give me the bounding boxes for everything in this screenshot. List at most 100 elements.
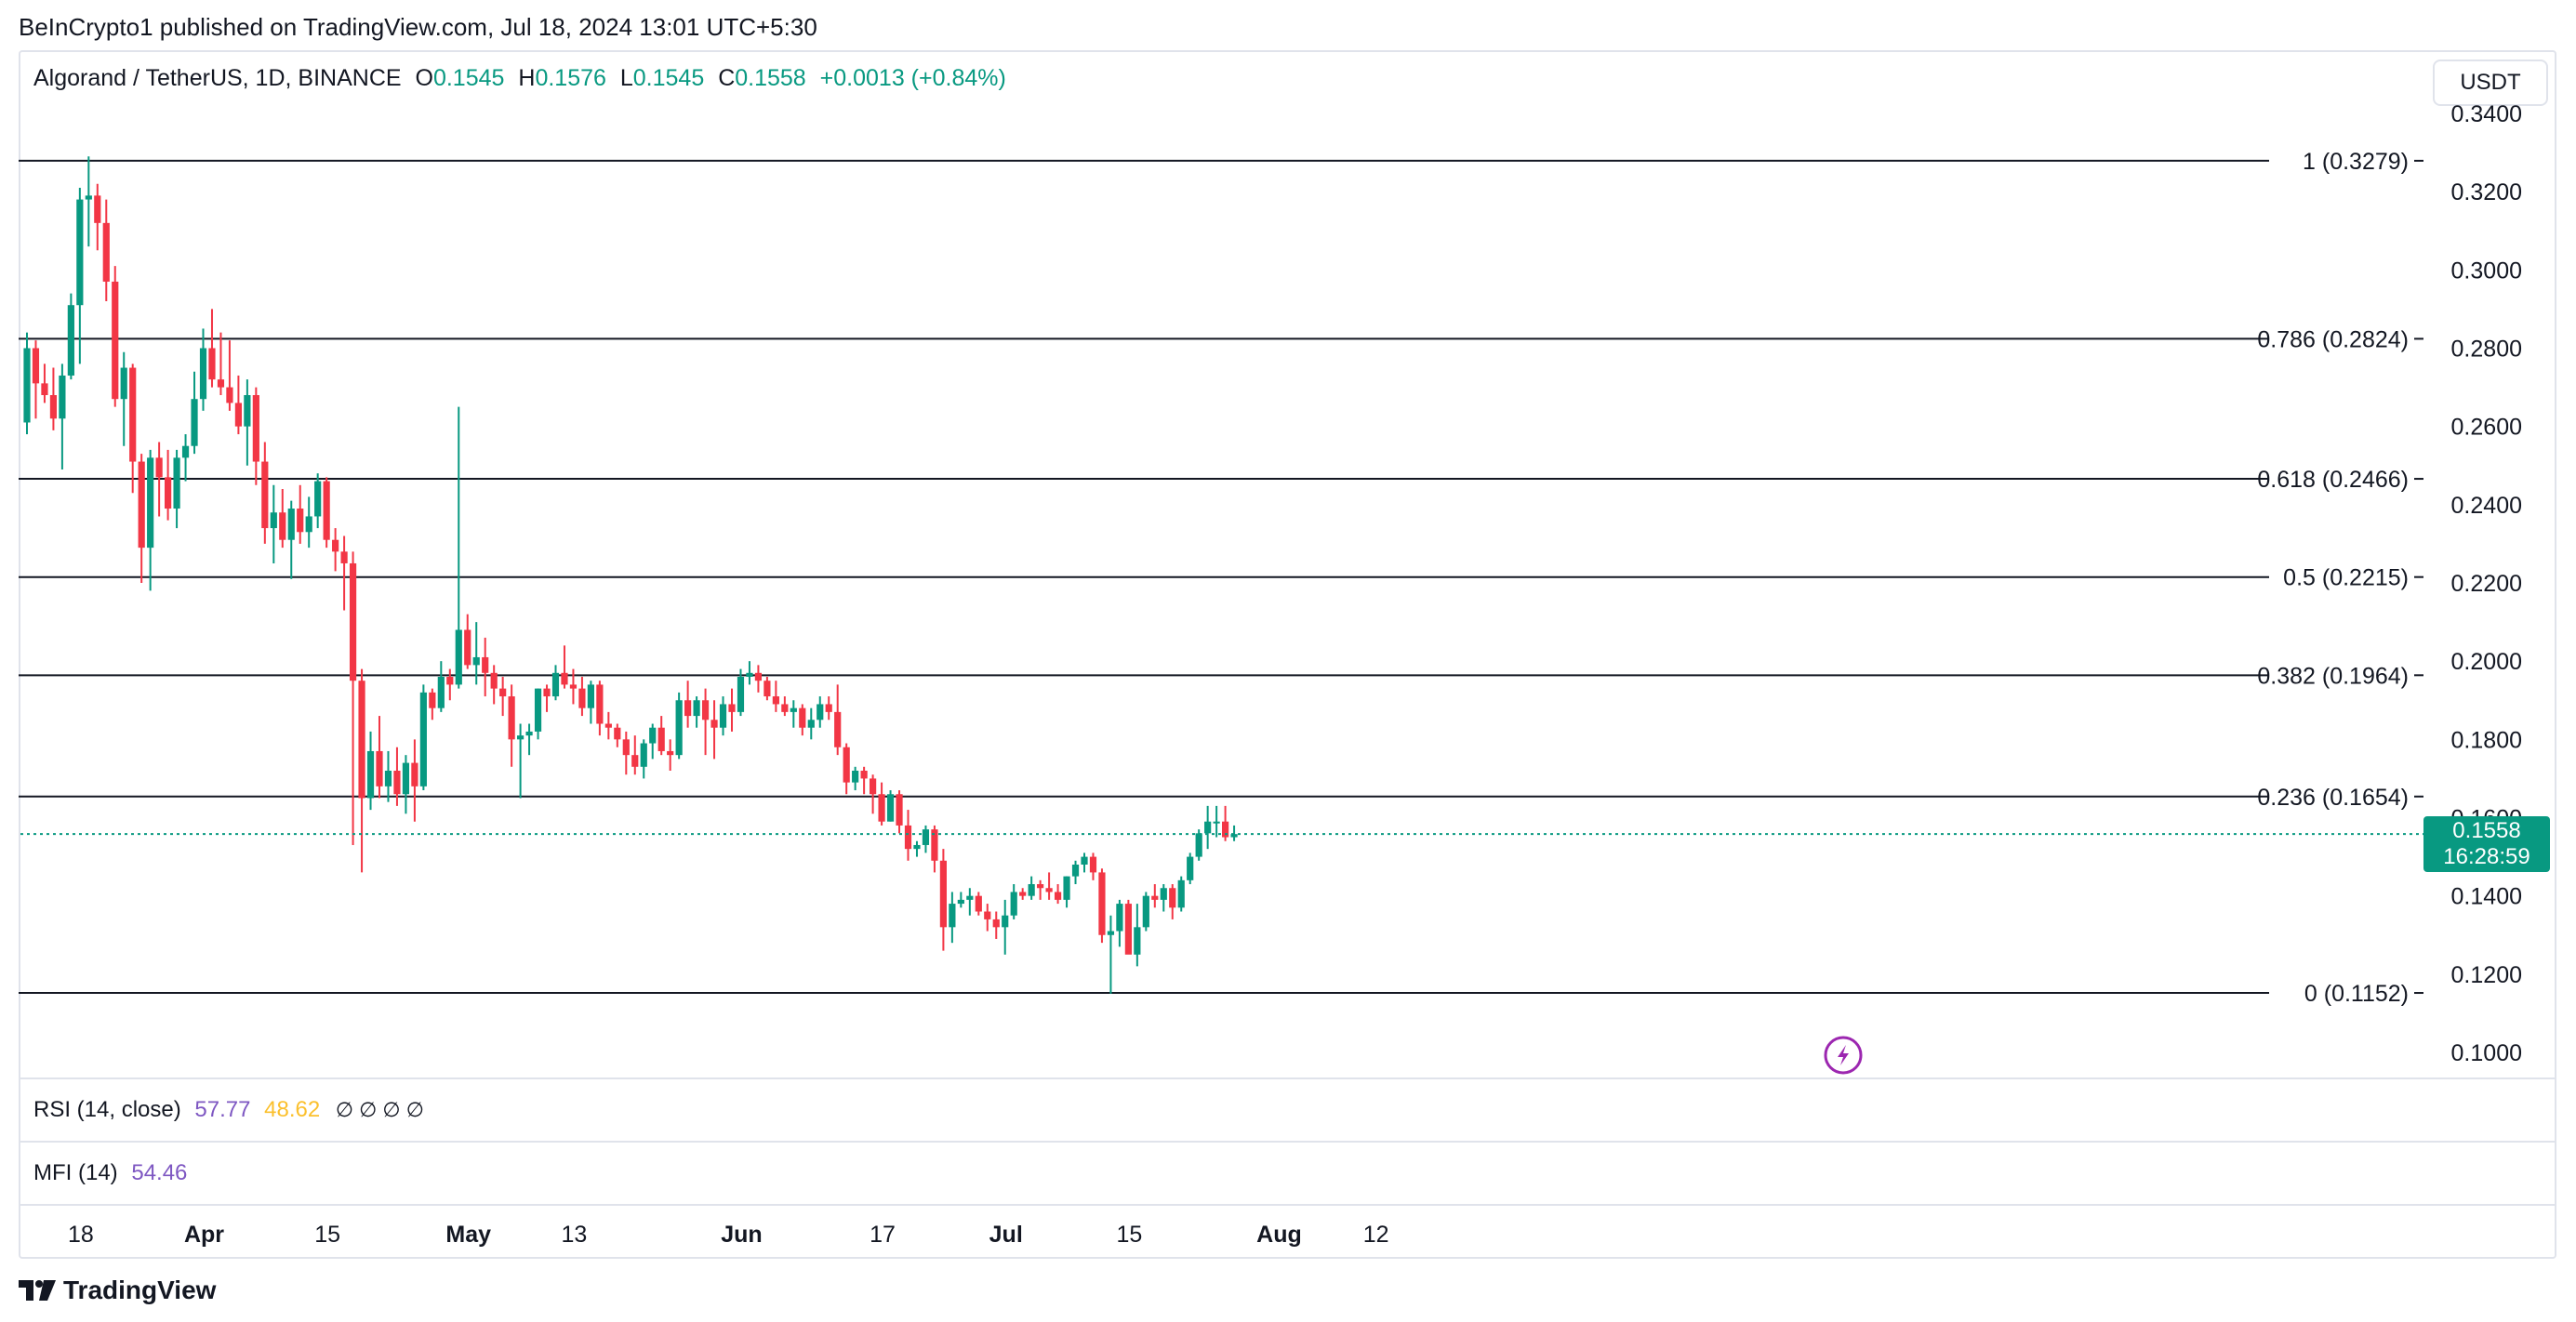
price-tick-label: 0.2200 (2451, 571, 2522, 597)
candle-body (834, 711, 842, 747)
candle-body (437, 677, 445, 708)
candle-body (129, 367, 137, 462)
candle-body (825, 704, 832, 712)
candle-body (896, 794, 903, 826)
candle-body (59, 375, 66, 419)
candle-body (1063, 876, 1070, 900)
candle-body (23, 348, 31, 423)
candle-body (85, 195, 92, 200)
candle-body (1116, 904, 1123, 932)
candle-body (578, 688, 586, 708)
candle-body (32, 348, 40, 384)
candle-body (191, 399, 198, 446)
price-tick-label: 0.3400 (2451, 101, 2522, 127)
candle-body (1169, 888, 1176, 908)
candle-body (173, 457, 180, 509)
candle-body (1213, 821, 1220, 824)
candle-body (870, 778, 877, 795)
tradingview-logo-icon (19, 1280, 56, 1301)
lightning-bolt-icon[interactable] (1824, 1036, 1863, 1075)
candle-body (913, 844, 921, 850)
candle-body (534, 688, 542, 732)
candle-body (949, 904, 956, 928)
candle-body (429, 692, 436, 708)
candle-body (1142, 895, 1149, 928)
candle-body (939, 860, 947, 928)
candle-body (49, 395, 58, 419)
candle-body (754, 672, 763, 681)
price-tick-label: 0.2600 (2451, 415, 2522, 441)
candle-body (323, 481, 330, 540)
candle-body (517, 735, 524, 740)
candle-body (226, 387, 233, 403)
candle-body (1187, 856, 1194, 880)
chart-frame (19, 50, 2556, 1259)
candle-body (155, 457, 163, 478)
candle-body (349, 562, 357, 681)
ohlc-high: H0.1576 (518, 65, 606, 91)
candle-body (94, 195, 101, 223)
time-tick-label: May (445, 1222, 491, 1248)
candle-body (922, 829, 930, 845)
candle-body (1037, 884, 1044, 889)
fib-level-label: 0.786 (0.2824) (2257, 326, 2409, 352)
candle-body (332, 539, 339, 552)
time-tick-label: 17 (870, 1222, 896, 1248)
candle-body (279, 512, 286, 540)
candle-body (904, 825, 912, 850)
candle-body (181, 445, 190, 458)
candle-body (649, 727, 657, 744)
candle-body (244, 395, 251, 427)
candle-body (781, 704, 789, 712)
candle-body (419, 692, 427, 787)
candle-body (1230, 834, 1238, 838)
symbol-name[interactable]: Algorand / TetherUS, 1D, BINANCE (33, 65, 402, 91)
time-tick-label: 12 (1363, 1222, 1389, 1248)
mfi-label: MFI (14) (33, 1160, 118, 1185)
ohlc-low: L0.1545 (619, 65, 705, 91)
candle-body (710, 720, 718, 728)
candle-body (737, 677, 745, 712)
mfi-value: 54.46 (131, 1160, 188, 1185)
candle-body (384, 771, 392, 787)
candle-body (67, 305, 74, 376)
candle-body (667, 750, 674, 756)
candle-body (1222, 821, 1229, 838)
time-tick-label: Jul (989, 1222, 1023, 1248)
candle-body (41, 383, 48, 395)
rsi-ma-value: 48.62 (264, 1097, 321, 1122)
candle-body (1134, 927, 1141, 955)
candle-body (1151, 895, 1159, 900)
mfi-legend[interactable]: MFI (14) 54.46 (33, 1160, 187, 1186)
fib-level-label: 0.5 (0.2215) (2283, 565, 2409, 591)
candle-body (1124, 904, 1132, 955)
tradingview-logo[interactable]: TradingView (19, 1276, 216, 1305)
candle-body (252, 395, 259, 462)
candle-body (728, 704, 736, 712)
candle-body (102, 222, 110, 282)
candle-body (551, 672, 560, 697)
price-tick-label: 0.2400 (2451, 493, 2522, 519)
candle-body (772, 696, 779, 705)
candle-body (543, 688, 551, 697)
candle-body (138, 461, 145, 549)
candle-body (305, 516, 312, 533)
candle-body (1002, 915, 1009, 928)
candle-body (931, 829, 938, 861)
candle-body (199, 348, 207, 400)
candle-body (604, 723, 612, 728)
candle-body (165, 477, 172, 509)
candle-body (1081, 856, 1088, 865)
price-tick-label: 0.1200 (2451, 962, 2522, 988)
currency-button[interactable]: USDT (2433, 59, 2548, 106)
candle-body (525, 731, 533, 736)
candle-body (482, 656, 489, 673)
candle-body (1177, 879, 1185, 908)
candle-body (490, 672, 498, 689)
candle-body (1010, 892, 1017, 916)
candle-body (807, 720, 815, 728)
candle-body (366, 750, 375, 799)
rsi-legend[interactable]: RSI (14, close) 57.77 48.62 ∅ ∅ ∅ ∅ (33, 1097, 424, 1123)
fib-level-label: 0.236 (0.1654) (2257, 785, 2409, 811)
